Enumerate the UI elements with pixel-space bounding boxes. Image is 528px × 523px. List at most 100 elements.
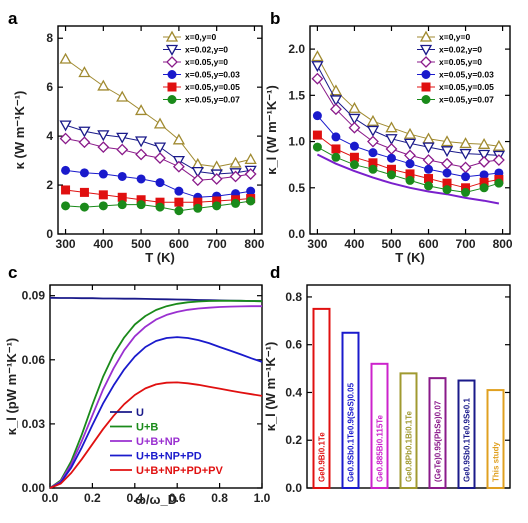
a-ytick-label: 6 — [46, 80, 53, 94]
a-series-3-point — [155, 178, 165, 188]
panel-d-kappa-comparison-bars: 0.0 0.2 0.4 0.6 0.8 Ge0.9Bi0.1Te Ge0.9Sb0.1Te0… — [263, 284, 511, 495]
c-legend-label: U — [136, 407, 144, 419]
a-legend-marker — [167, 70, 177, 79]
a-series-2-point — [210, 173, 223, 185]
a-ytick-label: 0 — [46, 227, 53, 241]
a-series-3-point — [136, 174, 146, 184]
a-series-0-point — [135, 104, 148, 116]
a-ytick-label: 4 — [46, 129, 53, 143]
b-series-4-point — [424, 174, 434, 184]
b-series-0-point — [440, 135, 454, 147]
a-series-0-point — [97, 79, 110, 91]
d-bar-label-2: Ge0.885Bi0.115Te — [376, 414, 385, 482]
panel-label-c: c — [8, 263, 17, 282]
d-ytick-label: 0.8 — [285, 290, 302, 304]
panel-c-spectral-kappa: 0.00 0.03 0.06 0.09 0.0 0.2 0.4 0.6 0.8 1.0 U U+B U+… — [4, 284, 271, 507]
a-series-1-point — [116, 132, 129, 144]
a-series-5-point — [98, 201, 108, 211]
d-ytick-label: 0.2 — [285, 433, 302, 447]
b-legend-label: x=0.05,y=0.03 — [439, 70, 494, 80]
a-series-2-point — [135, 148, 148, 161]
b-legend-label: x=0.02,y=0 — [439, 45, 482, 55]
b-series-3-point — [405, 159, 415, 169]
d-bar-label-3: Ge0.8Pb0.1Bi0.1Te — [405, 410, 414, 482]
d-ytick-label: 0.4 — [285, 385, 302, 399]
b-series-1-point — [440, 146, 454, 158]
b-series-5-point — [312, 142, 322, 152]
b-xtick-label: 800 — [493, 237, 513, 251]
a-series-2-point — [97, 141, 110, 154]
b-legend-marker — [421, 95, 431, 104]
panel-label-a: a — [8, 9, 18, 28]
b-ylabel: κ_l (W m⁻¹K⁻¹) — [264, 85, 279, 175]
a-legend-marker — [167, 82, 177, 92]
b-series-3-point — [442, 168, 452, 178]
a-legend-marker — [165, 44, 179, 56]
a-series-5-point — [193, 203, 203, 213]
b-series-3-point — [479, 170, 489, 180]
a-legend-label: x=0,y=0 — [185, 32, 216, 42]
b-series-3-point — [349, 141, 359, 151]
c-series-line-4 — [49, 381, 263, 489]
a-series-0-point — [78, 66, 91, 78]
b-axes-frame — [309, 25, 511, 235]
a-series-1-point — [153, 142, 167, 154]
a-series-5-point — [174, 206, 184, 216]
b-series-3-point — [312, 111, 322, 121]
d-bar-3 — [399, 372, 418, 490]
b-series-2-point — [367, 135, 379, 148]
panel-b-lattice-kappa-vs-temperature: 0.0 0.5 1.0 1.5 2.0 300 400 500 600 700 800 x=0,y=0… — [264, 25, 513, 265]
c-series-line-2 — [49, 305, 262, 489]
a-xlabel: T (K) — [145, 250, 175, 265]
b-ytick-label: 1.5 — [288, 88, 305, 102]
b-ytick-label: 0.0 — [288, 227, 305, 241]
a-xtick-label: 300 — [56, 237, 76, 251]
b-ytick-label: 0.5 — [288, 181, 305, 195]
a-series-2-point — [116, 143, 129, 156]
panel-label-d: d — [270, 263, 280, 282]
b-series-1-point — [422, 142, 435, 154]
a-series-4-point — [98, 190, 108, 200]
b-series-0-point — [385, 121, 398, 133]
b-legend-marker — [421, 82, 431, 92]
a-series-1-point — [97, 130, 110, 142]
a-series-4-point — [174, 197, 184, 207]
b-legend-marker — [419, 30, 433, 42]
b-series-5-point — [424, 181, 434, 191]
c-ytick-label: 0.00 — [22, 481, 46, 495]
b-legend-marker — [421, 70, 431, 79]
a-series-2-point — [229, 170, 242, 183]
b-xtick-label: 300 — [307, 237, 327, 251]
a-series-3-point — [246, 186, 256, 196]
b-series-3-point — [331, 132, 341, 142]
c-xtick-label: 0.6 — [169, 491, 186, 505]
d-bar-label-0: Ge0.9Bi0.1Te — [318, 432, 327, 482]
a-series-2-point — [244, 168, 257, 180]
b-series-2-point — [441, 157, 453, 170]
b-series-5-point — [368, 164, 378, 174]
a-legend-marker — [165, 30, 179, 42]
b-legend-label: x=0.05,y=0.07 — [439, 95, 494, 105]
d-bar-2 — [370, 362, 389, 489]
a-axes-frame — [57, 25, 263, 235]
b-series-0-point — [329, 84, 343, 96]
d-bar-label-6: This study — [492, 441, 501, 482]
a-series-2-point — [191, 174, 204, 187]
b-series-3-point — [424, 164, 434, 174]
panel-a-kappa-vs-temperature: 0 2 4 6 8 300 400 500 600 700 800 x=0,y=0 x=0.02,y=0… — [12, 25, 265, 265]
a-legend-label: x=0.05,y=0.05 — [185, 82, 240, 92]
a-ylabel: κ (W m⁻¹K⁻¹) — [12, 91, 27, 170]
b-series-4-point — [349, 152, 359, 162]
c-xtick-label: 0.0 — [42, 491, 59, 505]
b-series-2-point — [330, 103, 342, 116]
c-xtick-label: 0.4 — [126, 491, 143, 505]
a-series-2-point — [59, 132, 72, 145]
b-series-5-point — [442, 185, 452, 195]
b-series-5-point — [386, 170, 396, 180]
a-series-5-point — [246, 196, 256, 206]
c-legend-label: U+B+NP — [136, 436, 180, 448]
a-ytick-label: 8 — [46, 31, 53, 45]
a-series-5-point — [212, 201, 222, 211]
c-series-line-1 — [49, 299, 263, 489]
